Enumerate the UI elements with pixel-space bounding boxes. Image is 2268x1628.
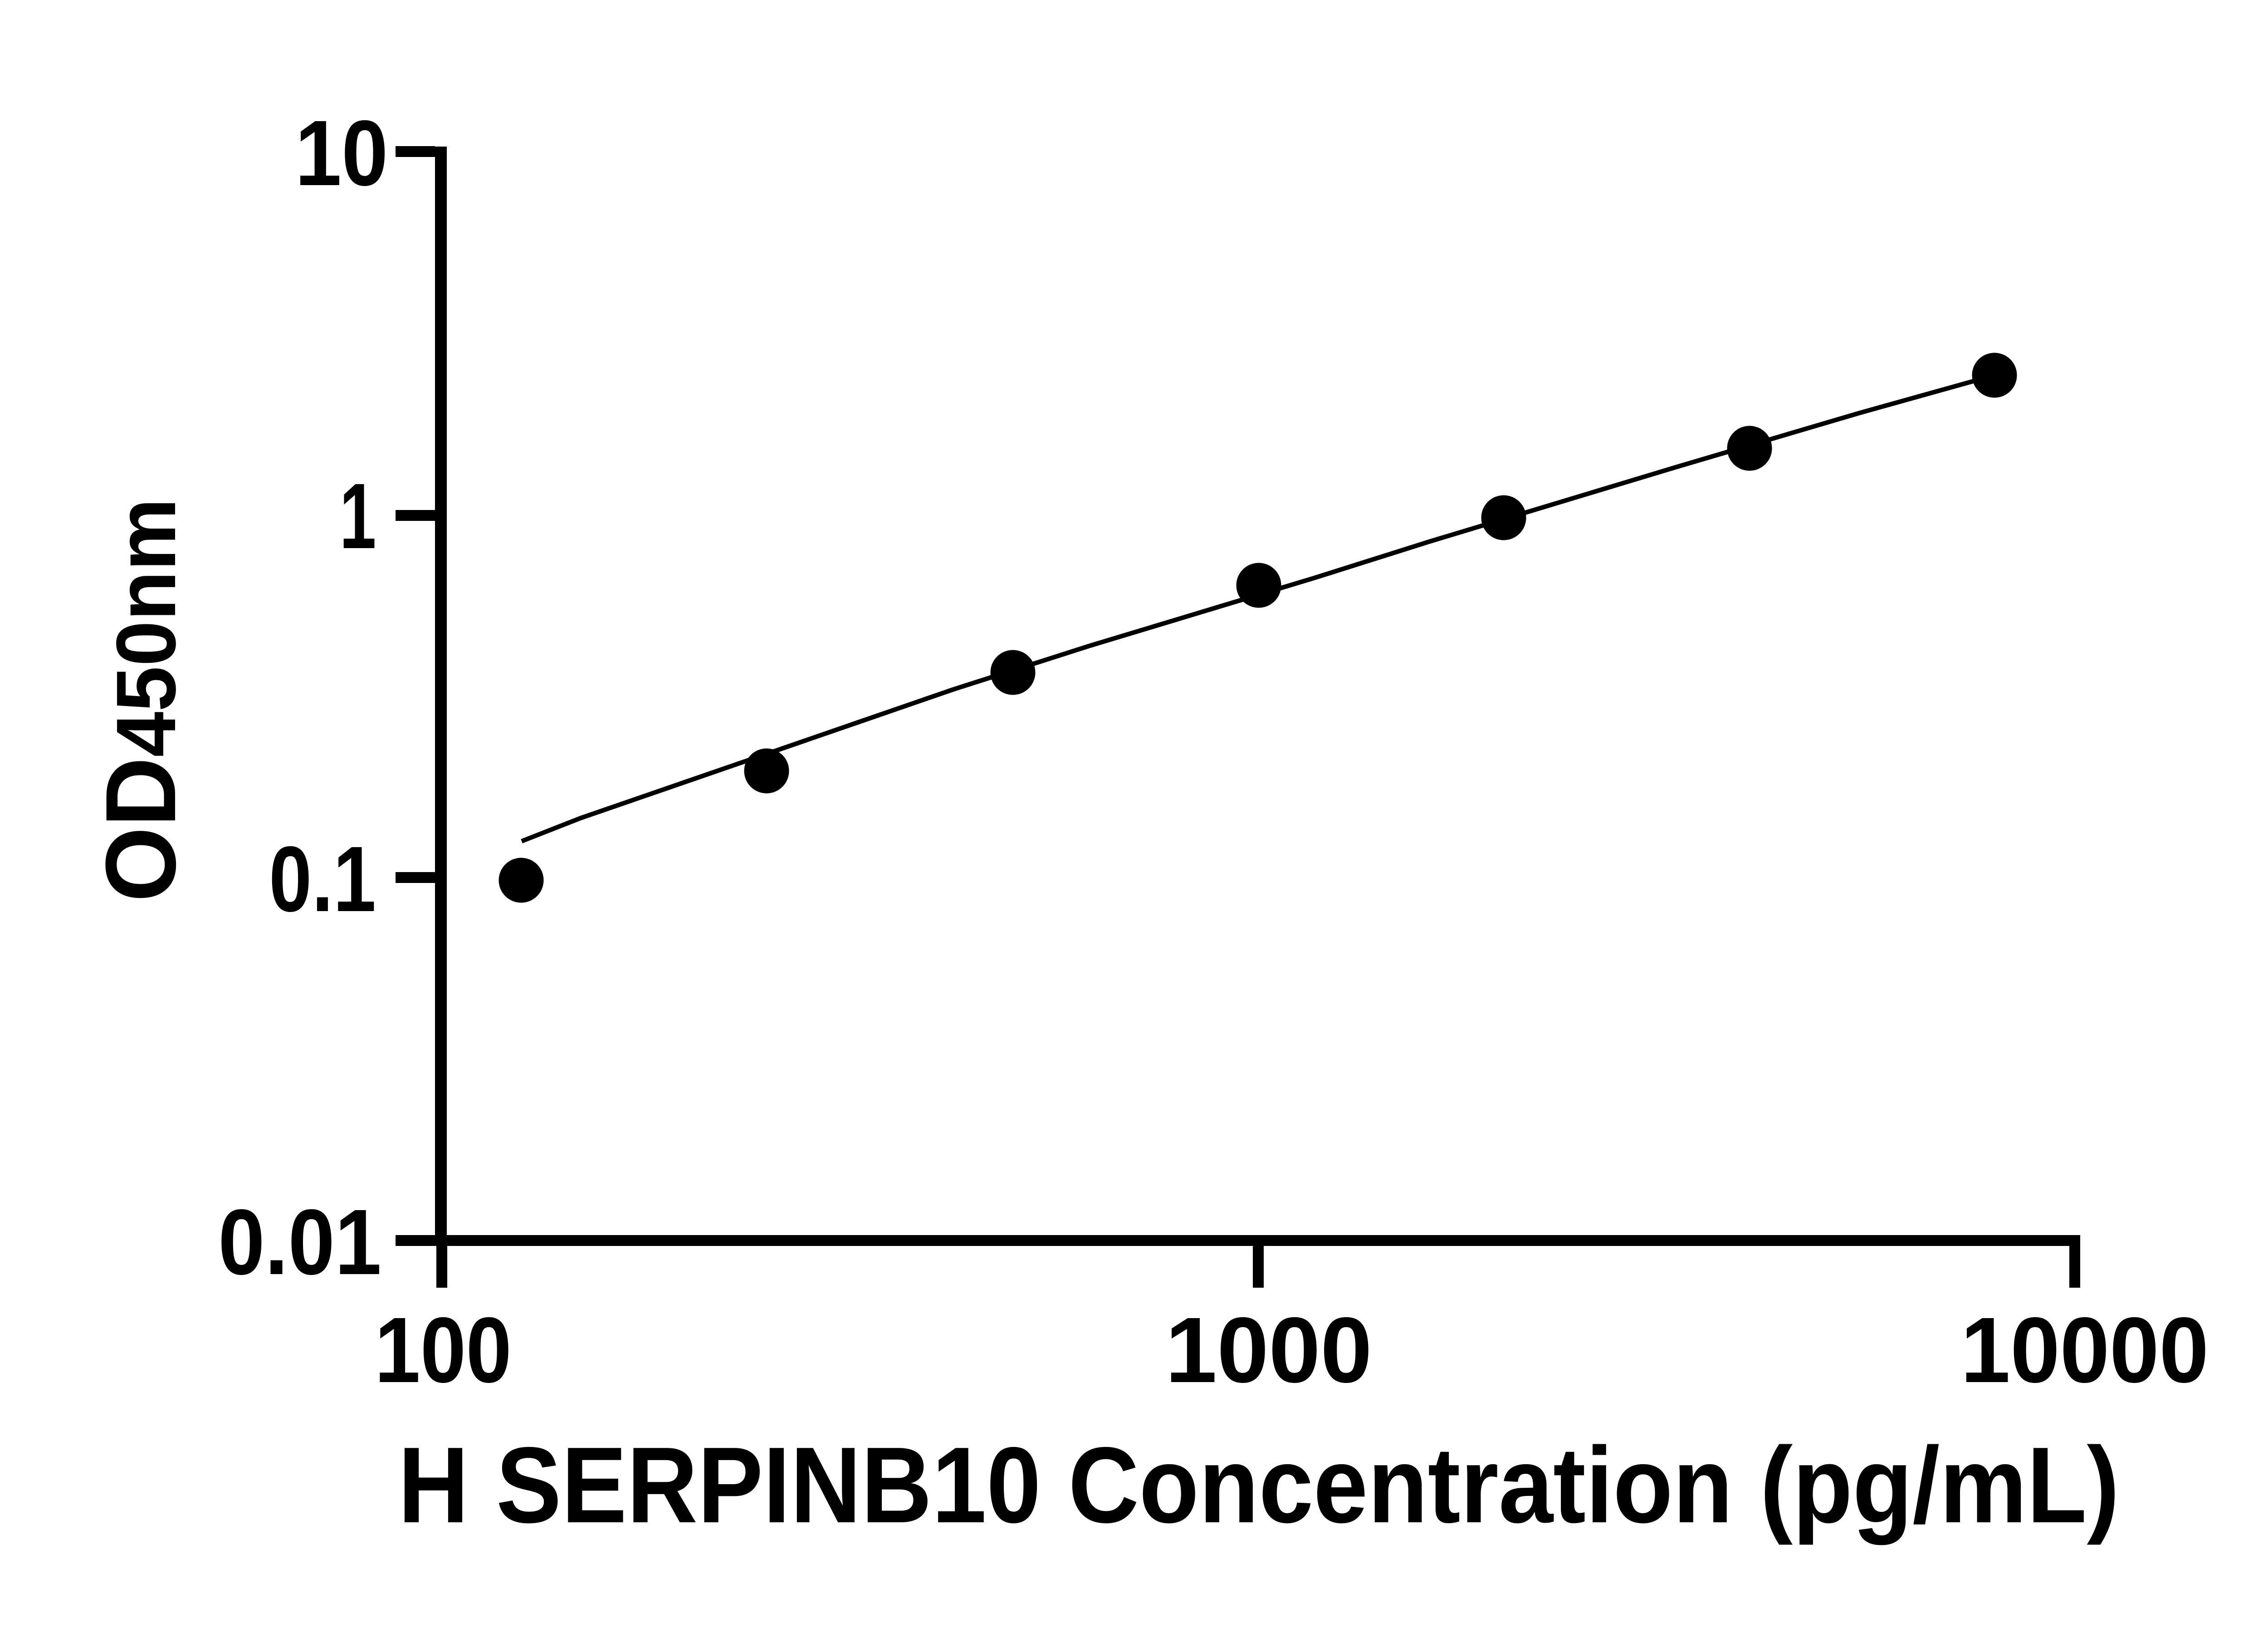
svg-text:OD450nm: OD450nm [85, 498, 196, 902]
svg-text:H SERPINB10 Concentration (pg/: H SERPINB10 Concentration (pg/mL) [398, 1425, 2120, 1545]
svg-text:0.1: 0.1 [269, 827, 376, 931]
svg-text:10000: 10000 [1961, 1298, 2209, 1402]
svg-text:0.01: 0.01 [218, 1190, 381, 1294]
svg-text:1000: 1000 [1165, 1298, 1372, 1402]
svg-text:1: 1 [340, 464, 376, 568]
svg-text:10: 10 [295, 101, 388, 205]
svg-text:100: 100 [375, 1298, 512, 1402]
